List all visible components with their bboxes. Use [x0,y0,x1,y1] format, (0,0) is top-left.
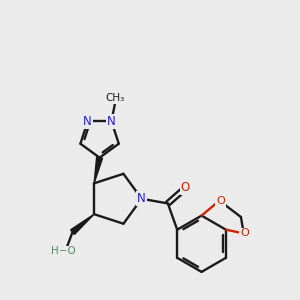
Text: N: N [107,115,116,128]
Text: O: O [181,182,190,194]
Text: O: O [216,196,225,206]
Text: N: N [83,115,92,128]
Polygon shape [94,157,103,183]
Text: H−O: H−O [51,247,76,256]
Polygon shape [70,214,94,235]
Text: CH₃: CH₃ [106,93,125,103]
Text: N: N [137,192,146,205]
Text: O: O [240,228,249,239]
